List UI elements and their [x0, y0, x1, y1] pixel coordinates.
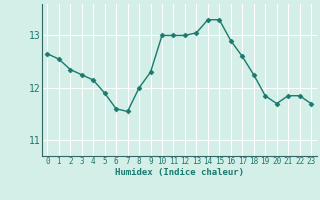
X-axis label: Humidex (Indice chaleur): Humidex (Indice chaleur): [115, 168, 244, 177]
